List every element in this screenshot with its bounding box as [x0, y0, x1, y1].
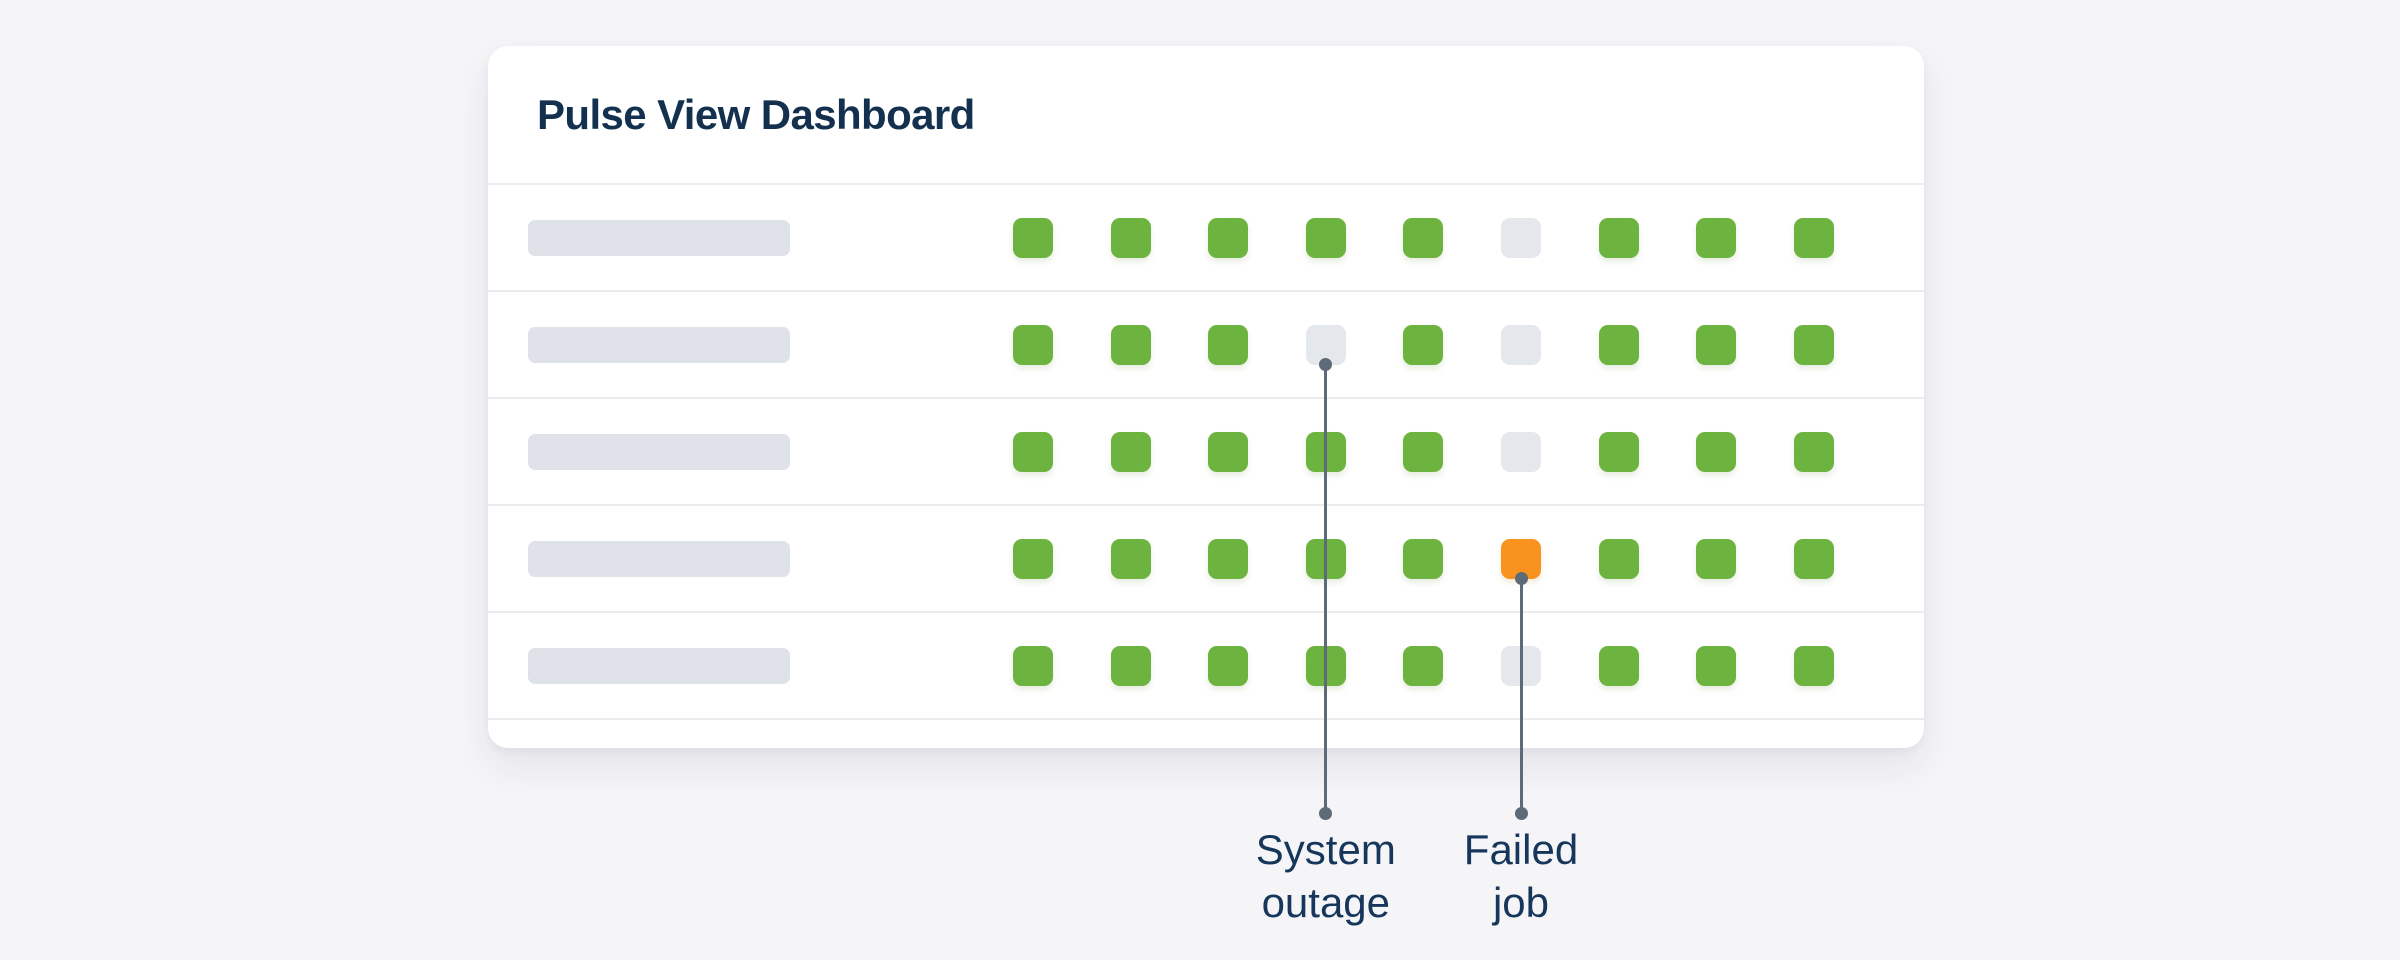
row-label-placeholder-bar	[528, 220, 790, 256]
status-cell-ok[interactable]	[1110, 325, 1151, 365]
status-cell-ok[interactable]	[1696, 325, 1737, 365]
callout-line	[1519, 578, 1523, 813]
callout-label: Failed job	[1371, 823, 1671, 929]
status-cell-ok[interactable]	[1208, 646, 1249, 686]
row-label-placeholder-bar	[528, 434, 790, 470]
callout-label-line: job	[1492, 879, 1550, 926]
grid-row	[488, 399, 1924, 506]
grid-row	[488, 506, 1924, 613]
status-cell-ok[interactable]	[1403, 218, 1444, 258]
status-cell-outage[interactable]	[1501, 218, 1541, 258]
status-cell-ok[interactable]	[1598, 218, 1639, 258]
status-cell-ok[interactable]	[1696, 218, 1737, 258]
callout-label-line: System	[1255, 826, 1396, 873]
status-cell-ok[interactable]	[1696, 646, 1737, 686]
callout-end-dot	[1514, 806, 1528, 820]
callout-line	[1324, 364, 1328, 813]
status-grid	[488, 185, 1924, 720]
status-cell-ok[interactable]	[1793, 539, 1834, 579]
callout-label-line: outage	[1261, 879, 1391, 926]
status-cell-ok[interactable]	[1793, 432, 1834, 472]
status-cell-ok[interactable]	[1208, 325, 1249, 365]
dashboard-card: Pulse View Dashboard	[488, 46, 1924, 748]
card-header: Pulse View Dashboard	[488, 46, 1924, 185]
status-cell-ok[interactable]	[1403, 432, 1444, 472]
callout-label-line: Failed	[1463, 826, 1579, 873]
status-cell-ok[interactable]	[1696, 539, 1737, 579]
grid-row	[488, 613, 1924, 720]
status-cell-ok[interactable]	[1013, 646, 1053, 686]
card-footer	[488, 720, 1924, 746]
status-cell-ok[interactable]	[1013, 218, 1053, 258]
status-cell-ok[interactable]	[1598, 432, 1639, 472]
grid-row	[488, 185, 1924, 292]
status-cell-ok[interactable]	[1208, 539, 1249, 579]
status-cell-ok[interactable]	[1013, 325, 1053, 365]
status-cell-ok[interactable]	[1013, 432, 1053, 472]
grid-row	[488, 292, 1924, 399]
callout-anchor-dot	[1319, 358, 1333, 371]
status-cell-ok[interactable]	[1403, 325, 1444, 365]
status-cell-outage[interactable]	[1501, 325, 1541, 365]
status-cell-ok[interactable]	[1305, 218, 1346, 258]
status-cell-ok[interactable]	[1208, 218, 1249, 258]
status-cell-ok[interactable]	[1696, 432, 1737, 472]
row-label-placeholder-bar	[528, 648, 790, 684]
status-cell-ok[interactable]	[1110, 646, 1151, 686]
status-cell-ok[interactable]	[1403, 646, 1444, 686]
status-cell-ok[interactable]	[1598, 646, 1639, 686]
status-cell-ok[interactable]	[1598, 325, 1639, 365]
status-cell-ok[interactable]	[1110, 218, 1151, 258]
row-label-placeholder-bar	[528, 327, 790, 363]
status-cell-ok[interactable]	[1208, 432, 1249, 472]
status-cell-ok[interactable]	[1013, 539, 1053, 579]
callout-end-dot	[1319, 806, 1333, 820]
page-title: Pulse View Dashboard	[537, 90, 975, 138]
callout-label: System outage	[1176, 823, 1476, 929]
status-cell-ok[interactable]	[1793, 325, 1834, 365]
status-cell-ok[interactable]	[1598, 539, 1639, 579]
status-cell-ok[interactable]	[1110, 539, 1151, 579]
status-cell-outage[interactable]	[1501, 432, 1541, 472]
status-cell-ok[interactable]	[1793, 218, 1834, 258]
status-cell-ok[interactable]	[1110, 432, 1151, 472]
callout-anchor-dot	[1514, 572, 1528, 585]
status-cell-ok[interactable]	[1793, 646, 1834, 686]
row-label-placeholder-bar	[528, 541, 790, 577]
status-cell-ok[interactable]	[1403, 539, 1444, 579]
